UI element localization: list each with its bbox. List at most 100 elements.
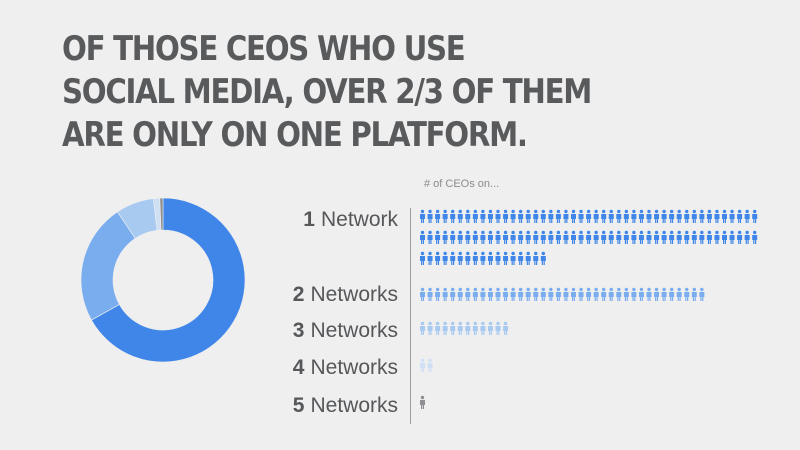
row-label-3-networks: 3 Networks [198, 318, 398, 344]
person-icon [706, 230, 712, 244]
person-icon [480, 209, 486, 223]
row-label-word: Networks [310, 394, 398, 417]
person-icon [540, 209, 546, 223]
person-icon [427, 358, 433, 372]
person-icon [744, 230, 750, 244]
person-icon [540, 251, 546, 265]
person-icon [578, 209, 584, 223]
person-icon [601, 209, 607, 223]
headline: OF THOSE CEOs WHO USE SOCIAL MEDIA, OVER… [62, 28, 664, 157]
person-icon [684, 209, 690, 223]
person-icon [457, 321, 463, 335]
person-icon [669, 287, 675, 301]
person-icon [586, 209, 592, 223]
person-icon [435, 321, 441, 335]
person-icon [586, 230, 592, 244]
person-icon [548, 230, 554, 244]
person-icon [510, 209, 516, 223]
person-icon [427, 209, 433, 223]
row-label-1-network: 1 Network [198, 207, 398, 233]
person-icon [503, 321, 509, 335]
person-icon [706, 209, 712, 223]
person-icon [691, 287, 697, 301]
row-label-4-networks: 4 Networks [198, 355, 398, 381]
row-label-word: Networks [310, 319, 398, 342]
person-icon [480, 287, 486, 301]
person-icon [623, 230, 629, 244]
person-icon [571, 230, 576, 244]
row-label-number: 5 [292, 394, 305, 417]
person-icon [472, 209, 478, 223]
person-icon [623, 287, 629, 301]
person-icon [427, 321, 433, 335]
person-icon [676, 287, 682, 301]
person-icon [427, 287, 433, 301]
person-icon [472, 251, 478, 265]
person-icon [442, 321, 448, 335]
person-icon [419, 321, 425, 335]
person-icon [510, 230, 516, 244]
person-icon [608, 287, 614, 301]
person-icon [548, 209, 554, 223]
person-icon [518, 251, 524, 265]
person-icon [419, 209, 425, 223]
person-icon [714, 209, 720, 223]
person-icon [654, 230, 660, 244]
person-icon [510, 251, 516, 265]
person-icon [699, 209, 705, 223]
person-icon [646, 209, 652, 223]
person-icon [518, 209, 524, 223]
person-icon [676, 230, 682, 244]
person-icon [563, 287, 569, 301]
person-icon [450, 251, 456, 265]
person-icon [571, 209, 576, 223]
person-icon [563, 230, 569, 244]
person-icon [729, 209, 735, 223]
person-icon [555, 230, 561, 244]
person-icon [578, 230, 584, 244]
person-icon [487, 230, 493, 244]
person-icon [442, 287, 448, 301]
person-icon [593, 209, 599, 223]
row-label-number: 2 [292, 283, 305, 306]
person-icon [503, 230, 509, 244]
person-icon [480, 230, 486, 244]
person-icon [465, 321, 471, 335]
person-icon [593, 230, 599, 244]
person-icon [419, 287, 425, 301]
person-icon [450, 287, 456, 301]
person-icon [472, 287, 478, 301]
person-icon [631, 230, 637, 244]
donut-chart [80, 197, 246, 363]
chart-subtitle: # of CEOs on... [424, 178, 500, 190]
person-icon [419, 251, 425, 265]
person-icon [729, 230, 735, 244]
person-icon [435, 230, 441, 244]
person-icon [631, 287, 637, 301]
person-icon [699, 287, 705, 301]
person-icon [419, 358, 425, 372]
person-icon [450, 230, 456, 244]
person-icon [691, 209, 697, 223]
person-icon [684, 230, 690, 244]
headline-line: SOCIAL MEDIA, OVER 2/3 OF THEM [62, 72, 592, 112]
person-icon [525, 230, 531, 244]
person-icon [638, 209, 644, 223]
person-icon [503, 209, 509, 223]
person-icon [419, 395, 425, 409]
person-icon [555, 287, 561, 301]
row-label-word: Network [320, 208, 398, 231]
person-icon [503, 251, 509, 265]
person-icon [435, 209, 441, 223]
person-icon [752, 230, 758, 244]
person-icon [608, 230, 614, 244]
person-icon [616, 209, 622, 223]
person-icon [661, 287, 667, 301]
row-label-number: 4 [292, 356, 305, 379]
person-icon [487, 321, 493, 335]
person-icon [533, 251, 539, 265]
person-icon [669, 209, 675, 223]
person-icon [737, 209, 743, 223]
person-icon [684, 287, 690, 301]
